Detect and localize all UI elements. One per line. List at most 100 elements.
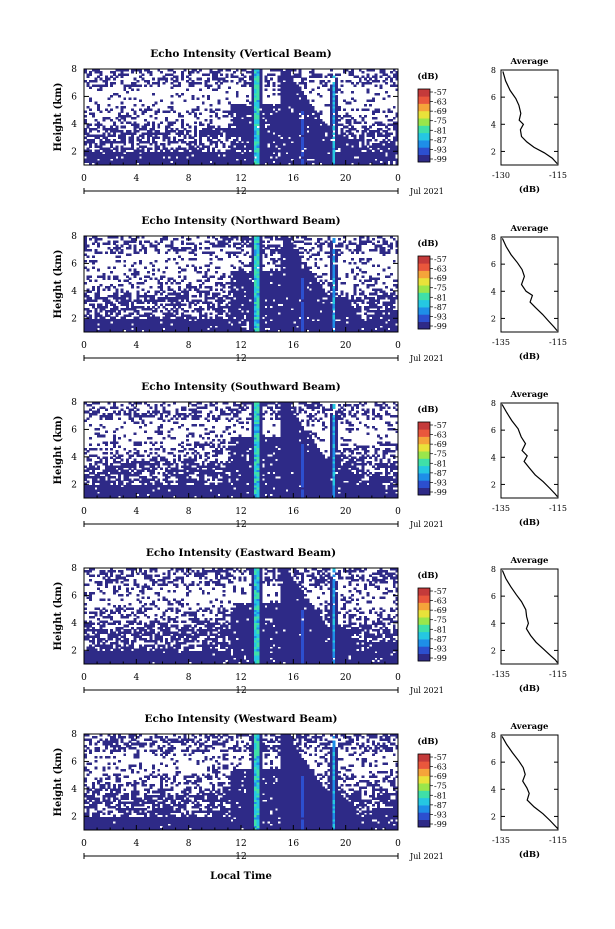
heatmap-cell [220,408,224,412]
heatmap-cell [183,471,195,475]
heatmap-cell [89,592,95,595]
heatmap-cell [186,316,197,320]
heatmap-cell [329,101,333,105]
heatmap-cell [227,458,231,462]
heatmap-cell [324,618,333,621]
heatmap-cell [175,251,179,254]
heatmap-cell [138,417,142,420]
heatmap-cell [366,600,373,604]
heatmap-cell [314,412,318,416]
heatmap-cell [120,635,127,639]
heatmap-cell [199,112,203,116]
heatmap-cell [118,799,121,802]
heatmap-cell [314,262,318,265]
heatmap-cell [332,585,336,588]
heatmap-cell [254,154,260,157]
heatmap-cell [172,402,176,405]
heatmap-cell [259,238,263,241]
heatmap-cell [162,631,179,634]
heatmap-cell [280,592,305,595]
heatmap-cell [303,823,333,826]
heatmap-cell [241,236,250,239]
heatmap-cell [157,806,161,809]
heatmap-cell [120,108,124,111]
heatmap-cell [369,292,378,296]
heatmap-cell [316,251,320,254]
heatmap-cell [206,635,210,639]
heatmap-cell [259,419,263,422]
heatmap-cell [84,495,119,499]
colorbar-tick-label: -93 [434,145,447,154]
heatmap-cell [193,412,197,416]
heatmap-cell [186,797,190,800]
heatmap-cell [157,465,161,468]
heatmap-cell [220,633,255,636]
heatmap-cell [206,626,213,630]
heatmap-cell [175,465,179,468]
heatmap-cell [390,568,399,571]
heatmap-cell [256,264,260,267]
heatmap-cell [97,242,101,246]
heatmap-cell [332,149,336,153]
heatmap-cell [361,262,367,265]
heatmap-cell [107,478,111,481]
heatmap-cell [345,130,352,133]
heatmap-cell [188,644,195,647]
heatmap-cell [227,244,231,248]
panel-title: Echo Intensity (Eastward Beam) [146,547,336,559]
heatmap-cell [303,801,333,805]
heatmap-cell [275,578,294,582]
heatmap-cell [335,629,365,632]
heatmap-cell [390,236,394,239]
heatmap-cell [99,572,108,575]
heatmap-cell [382,97,386,100]
heatmap-cell [332,238,336,241]
heatmap-cell [324,103,333,107]
heatmap-cell [324,138,331,142]
heatmap-cell [269,69,284,72]
heatmap-cell [335,415,341,418]
heatmap-cell [214,284,218,287]
heatmap-cell [162,136,171,140]
heatmap-cell [235,568,239,571]
colorbar-swatch [418,473,430,481]
heatmap-cell [188,463,200,466]
heatmap-cell [220,412,231,416]
heatmap-cell [335,132,339,135]
heatmap-cell [204,108,208,111]
heatmap-cell [371,112,375,116]
heatmap-cell [377,132,383,135]
heatmap-cell [392,629,399,632]
heatmap-cell [152,476,158,479]
heatmap-cell [204,84,213,87]
heatmap-cell [335,266,339,270]
heatmap-cell [256,609,260,612]
heatmap-cell [256,568,260,571]
heatmap-cell [303,810,333,813]
heatmap-cell [199,314,208,318]
heatmap-cell [371,454,375,457]
heatmap-cell [254,329,258,333]
heatmap-cell [235,410,242,414]
heatmap-cell [141,132,171,135]
heatmap-cell [157,797,163,800]
heatmap-cell [277,257,284,261]
heatmap-cell [303,160,333,164]
heatmap-cell [329,578,333,582]
heatmap-cell [248,482,255,486]
heatmap-cell [259,130,268,133]
x-tick-label: 20 [340,174,352,184]
heatmap-cell [311,246,315,250]
heatmap-cell [254,162,260,166]
heatmap-cell [133,478,140,481]
heatmap-cell [267,439,299,442]
heatmap-cell [214,618,226,621]
heatmap-cell [332,447,336,451]
heatmap-cell [353,568,362,571]
heatmap-cell [256,292,260,296]
heatmap-cell [329,90,333,94]
heatmap-cell [154,489,169,492]
heatmap-cell [199,242,203,246]
heatmap-cell [343,596,347,599]
heatmap-cell [248,101,255,105]
